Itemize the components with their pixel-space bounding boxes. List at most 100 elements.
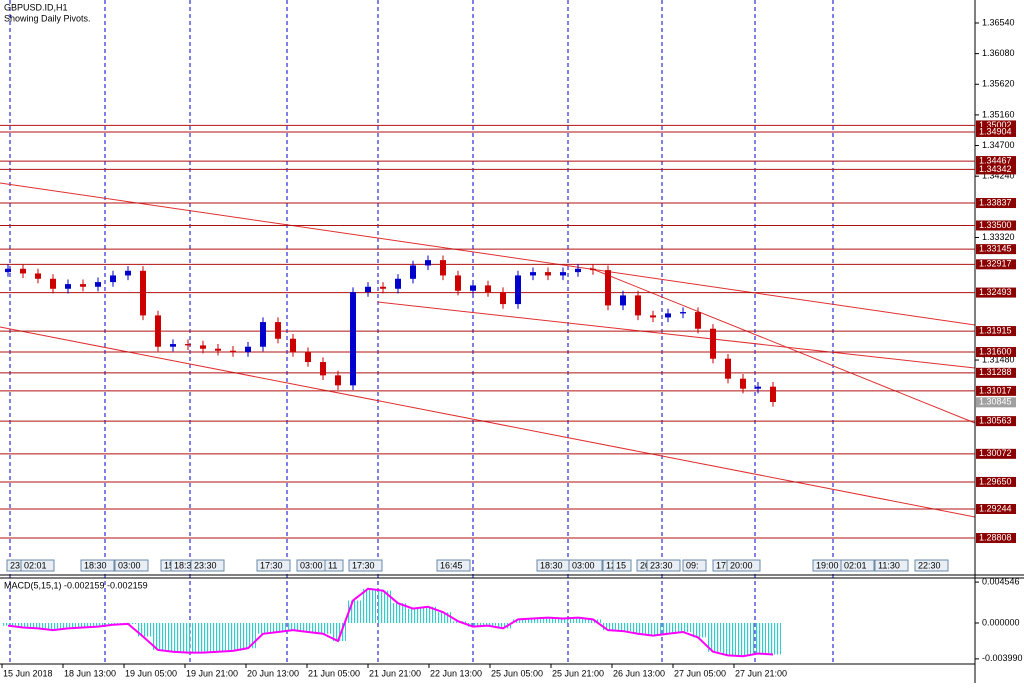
candle-body [455,275,461,291]
macd-bar [707,622,721,652]
candle-body [545,272,551,276]
candle-body [365,286,371,293]
macd-bar [287,622,301,631]
candle-body [560,272,566,276]
candle-body [80,284,86,287]
macd-bar [632,622,646,634]
candle-body [140,270,146,316]
macd-bar [662,622,676,634]
level-label-box [976,126,1016,137]
x-tick-label: 21 Jun 21:00 [369,668,421,678]
macd-bar [437,612,451,623]
y-tick-label: 1.36540 [982,17,1015,27]
level-label: 1.34904 [979,126,1012,136]
pivot-time-box [256,559,291,572]
pivot-time-box [20,559,55,572]
candle-body [770,386,776,403]
candle-body [245,346,251,353]
macd-bar [737,622,751,657]
pivot-time-box [114,559,149,572]
pivot-time-box [568,559,603,572]
pivot-time: 23 [10,560,20,570]
pivot-time: 03:00 [300,560,323,570]
day-separators [9,0,834,664]
level-label: 1.29650 [979,476,1012,486]
level-label-box [976,476,1016,487]
pivot-time-box [436,559,471,572]
macd-bar [527,618,541,623]
candle-body [290,338,296,353]
candle-body [110,275,116,283]
candle-body [485,285,491,293]
candle-body [215,348,221,351]
level-label-box [976,156,1016,167]
level-label: 1.31915 [979,325,1012,335]
level-label: 1.33145 [979,244,1012,254]
candle-body [470,285,476,291]
macd-bar [362,588,376,623]
macd-bar [377,590,391,623]
macd-tick-label: 0.000000 [982,617,1020,627]
macd-bar [647,622,661,636]
y-tick-label: 1.34240 [982,171,1015,181]
pivot-time-box [80,559,115,572]
pivot-time-box [840,559,875,572]
pivot-time: 23:30 [650,560,673,570]
candle-body [260,322,266,347]
level-label: 1.32917 [979,259,1012,269]
candle-body [275,322,281,339]
y-tick-label: 1.31480 [982,354,1015,364]
candle-body [620,295,626,306]
pivot-time-box [726,559,761,572]
level-label: 1.31600 [979,346,1012,356]
level-label: 1.34467 [979,155,1012,165]
pivot-time-box [324,559,344,572]
macd-bar [677,622,691,632]
candle-body [230,350,236,353]
macd-bar [257,622,271,634]
x-tick-label: 20 Jun 13:00 [247,668,299,678]
candle-body [350,292,356,386]
macd-bar [62,622,76,629]
level-label: 1.33837 [979,197,1012,207]
macd-bar [92,622,106,627]
y-tick-label: 1.34700 [982,140,1015,150]
level-label: 1.28808 [979,532,1012,542]
pivot-time: 02:01 [844,560,867,570]
macd-bar [752,622,766,654]
macd-bar [722,622,736,656]
level-label: 1.34342 [979,164,1012,174]
pivot-time: 23:30 [194,560,217,570]
candle-body [50,278,56,289]
x-tick-label: 19 Jun 21:00 [186,668,238,678]
level-label: 1.31288 [979,367,1012,377]
chart-subtitle: Showing Daily Pivots. [4,13,91,23]
candle-body [680,312,686,314]
level-label-box [976,533,1016,544]
level-label-box [976,164,1016,175]
pivot-time-box [914,559,949,572]
level-label: 1.30563 [979,415,1012,425]
macd-bar [32,622,46,629]
candle-body [665,313,671,318]
candle-body [170,344,176,347]
macd-bar [422,606,436,623]
y-tick-label: 1.33320 [982,232,1015,242]
level-label-box [976,220,1016,231]
pivot-time-box [348,559,383,572]
macd-bar [392,603,406,623]
candle-body [380,286,386,289]
candle-body [440,260,446,276]
level-label-box [976,503,1016,514]
level-label-box [976,120,1016,131]
level-label-box [976,385,1016,396]
level-label: 1.30072 [979,448,1012,458]
y-tick-label: 1.35160 [982,109,1015,119]
macd-bar [767,622,781,655]
macd-bar [182,622,196,653]
level-label-box [976,259,1016,270]
current-price-label: 1.30845 [979,397,1012,407]
level-label: 1.31017 [979,385,1012,395]
